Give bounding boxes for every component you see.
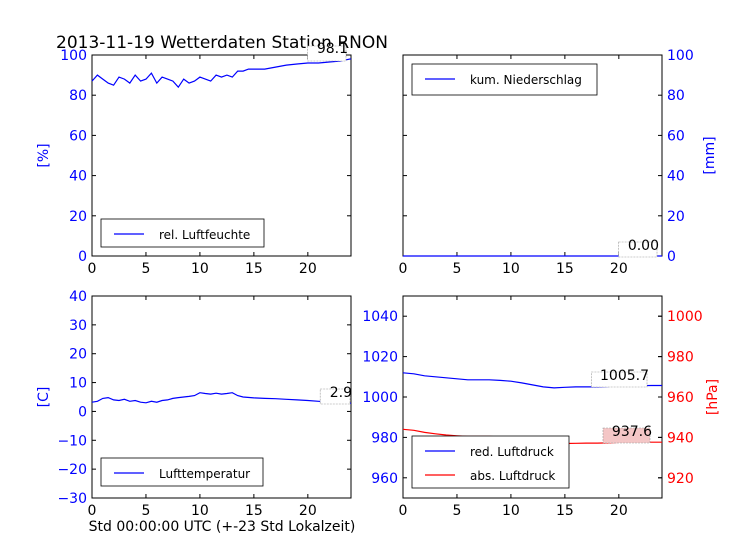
x-tick-label: 20 xyxy=(610,261,628,277)
legend-frame xyxy=(411,435,570,489)
y-tick-label: 0 xyxy=(667,249,676,265)
x-tick-label: 20 xyxy=(299,503,317,519)
y-tick-label: 20 xyxy=(69,347,87,363)
y-tick-label: −10 xyxy=(57,433,87,449)
x-tick-label: 5 xyxy=(452,503,461,519)
value-annotation: 937.6 xyxy=(612,424,652,440)
value-annotation-box xyxy=(618,241,658,258)
y-axis-label: [C] xyxy=(36,387,52,408)
x-tick-label: 0 xyxy=(88,261,97,277)
y-tick-label: 40 xyxy=(69,169,87,185)
legend: red. Luftdruck abs. Luftdruck xyxy=(411,435,570,489)
y-tick-label: 1020 xyxy=(362,350,398,366)
y-tick-label: 1040 xyxy=(362,309,398,325)
legend-label: rel. Luftfeuchte xyxy=(159,228,250,242)
y-tick-label: 40 xyxy=(667,169,685,185)
y2-tick-label: 960 xyxy=(667,390,694,406)
y-tick-label: 20 xyxy=(667,209,685,225)
legend-label: red. Luftdruck xyxy=(470,445,554,459)
x-tick-label: 10 xyxy=(502,261,520,277)
x-tick-label: 15 xyxy=(245,503,263,519)
x-tick-label: 5 xyxy=(452,261,461,277)
y-tick-label: −20 xyxy=(57,462,87,478)
value-annotation: 2.9 xyxy=(330,385,352,401)
y-tick-label: 80 xyxy=(667,88,685,104)
y-tick-label: 10 xyxy=(69,376,87,392)
y-tick-label: 80 xyxy=(69,88,87,104)
x-tick-label: 10 xyxy=(502,503,520,519)
y2-axis-label: [hPa] xyxy=(705,379,721,415)
series-line-lufttemperatur xyxy=(91,392,352,404)
x-tick-label: 0 xyxy=(399,503,408,519)
series-line-rel--luftfeuchte xyxy=(91,58,352,89)
y-tick-label: 100 xyxy=(60,48,87,64)
x-tick-label: 5 xyxy=(141,261,150,277)
panel-precipitation: 0 5 10 15 20 0 20 40 60 80 100 [mm] kum. Niederschla… xyxy=(399,48,718,277)
y2-tick-label: 980 xyxy=(667,350,694,366)
y-tick-label: 0 xyxy=(78,404,87,420)
x-tick-label: 20 xyxy=(610,503,628,519)
y-axis-label: [%] xyxy=(36,143,52,167)
y2-tick-label: 920 xyxy=(667,471,694,487)
value-annotation-box xyxy=(602,427,651,444)
y-tick-label: 30 xyxy=(69,318,87,334)
legend-frame xyxy=(100,457,264,487)
value-annotation-box xyxy=(319,388,351,405)
y-tick-label: 100 xyxy=(667,48,694,64)
y-tick-label: 60 xyxy=(667,128,685,144)
legend-label: abs. Luftdruck xyxy=(470,469,555,483)
figure-title: 2013-11-19 Wetterdaten Station RNON xyxy=(56,33,388,53)
x-tick-label: 10 xyxy=(191,503,209,519)
y2-tick-label: 1000 xyxy=(667,309,703,325)
legend: kum. Niederschlag xyxy=(411,63,598,96)
y-tick-label: 20 xyxy=(69,209,87,225)
panel-temperature: 0 5 10 15 20 −30 −20 −10 0 10 20 30 40 [C] Lufttempera… xyxy=(36,289,352,519)
x-tick-label: 5 xyxy=(141,503,150,519)
x-tick-label: 20 xyxy=(299,261,317,277)
legend-frame xyxy=(100,218,265,248)
y-tick-label: 40 xyxy=(69,289,87,305)
value-annotation: 0.00 xyxy=(628,238,659,254)
y-tick-label: 980 xyxy=(371,430,398,446)
value-annotation-box xyxy=(307,45,347,62)
value-annotation: 1005.7 xyxy=(600,368,649,384)
y-tick-label: 0 xyxy=(78,249,87,265)
x-axis-label: Std 00:00:00 UTC (+-23 Std Lokalzeit) xyxy=(89,519,356,535)
x-tick-label: 15 xyxy=(245,261,263,277)
panel-pressure: 0 5 10 15 20 960 980 1000 1020 1040 920 940 960 980 10… xyxy=(362,295,721,519)
x-tick-label: 15 xyxy=(556,261,574,277)
x-tick-label: 0 xyxy=(399,261,408,277)
y-tick-label: 60 xyxy=(69,128,87,144)
y-tick-label: 960 xyxy=(371,471,398,487)
x-tick-label: 10 xyxy=(191,261,209,277)
y-tick-label: 1000 xyxy=(362,390,398,406)
x-tick-label: 0 xyxy=(88,503,97,519)
legend: Lufttemperatur xyxy=(100,457,264,487)
legend-label: Lufttemperatur xyxy=(159,467,250,481)
y-tick-label: −30 xyxy=(57,491,87,507)
y-axis-label: [mm] xyxy=(702,136,718,174)
value-annotation-box xyxy=(591,371,648,388)
x-tick-label: 15 xyxy=(556,503,574,519)
y2-tick-label: 940 xyxy=(667,430,694,446)
legend-label: kum. Niederschlag xyxy=(470,73,582,87)
value-annotation: 98.1 xyxy=(317,41,348,57)
panel-humidity: 0 5 10 15 20 0 20 40 60 80 100 [%] rel. Luftfeuchte 9… xyxy=(36,41,352,277)
legend: rel. Luftfeuchte xyxy=(100,218,265,248)
